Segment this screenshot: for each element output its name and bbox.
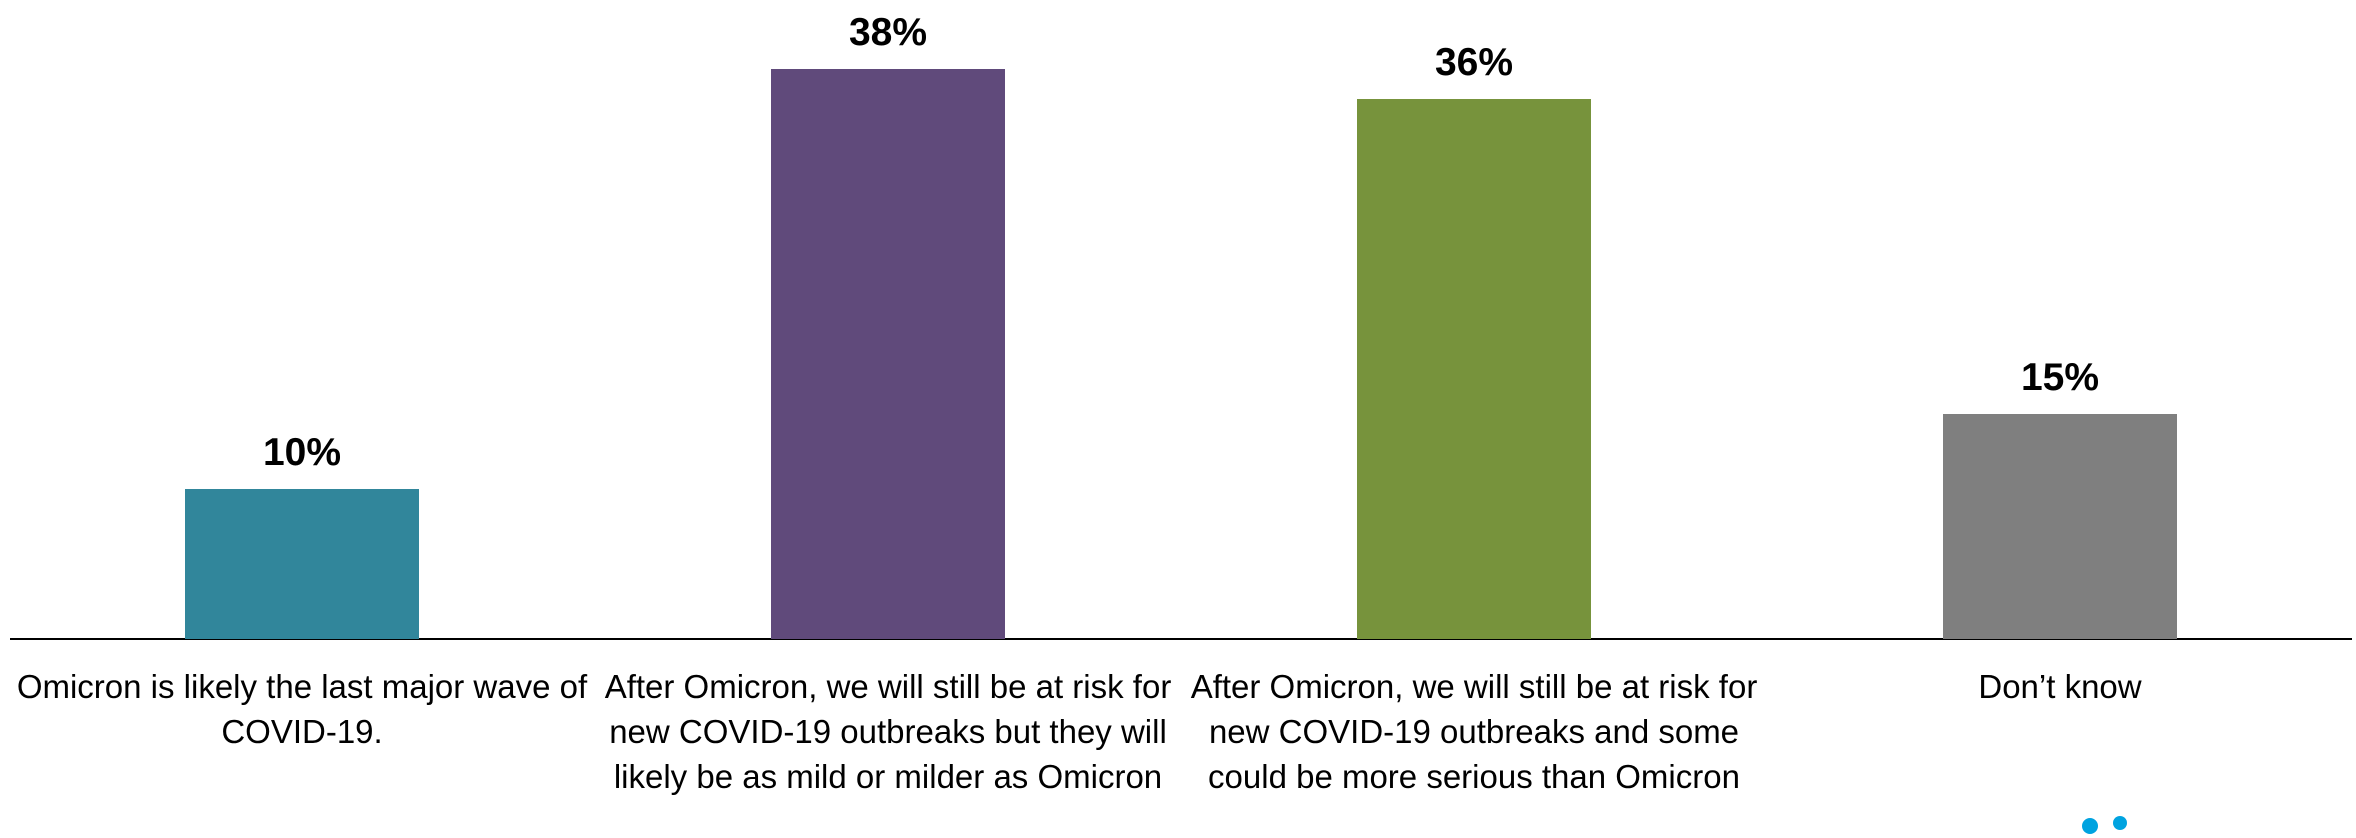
x-tick-label: After Omicron, we will still be at risk … bbox=[604, 668, 1172, 795]
x-tick-label: Don’t know bbox=[1978, 668, 2142, 705]
bar bbox=[1357, 99, 1591, 639]
logo-dot bbox=[2113, 816, 2127, 830]
bar bbox=[185, 489, 419, 639]
bar bbox=[771, 69, 1005, 639]
x-tick-label: Omicron is likely the last major wave of… bbox=[16, 668, 588, 750]
x-tick-label: After Omicron, we will still be at risk … bbox=[1190, 668, 1758, 795]
data-label: 10% bbox=[263, 431, 341, 474]
logo-dot bbox=[2082, 818, 2098, 834]
bar bbox=[1943, 414, 2177, 639]
data-label: 36% bbox=[1435, 41, 1513, 84]
data-label: 15% bbox=[2021, 356, 2099, 399]
data-label: 38% bbox=[849, 11, 927, 54]
